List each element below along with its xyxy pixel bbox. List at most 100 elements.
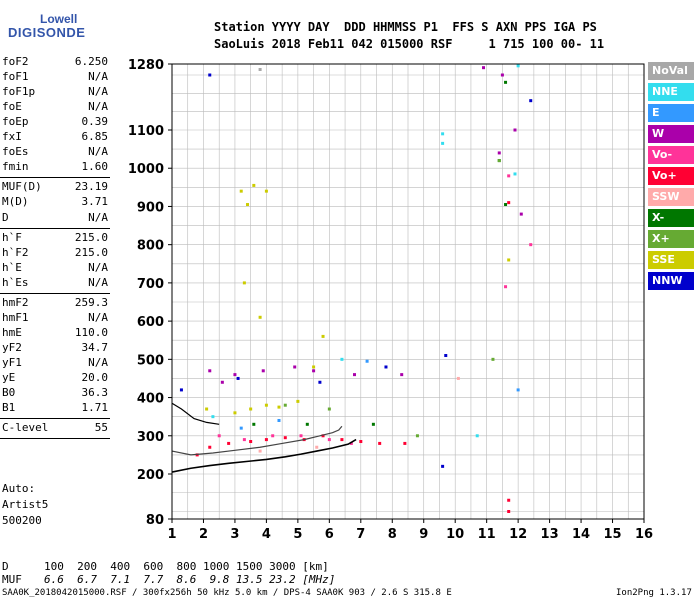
data-point-nnw bbox=[179, 388, 183, 392]
param-name: B0 bbox=[2, 386, 16, 400]
param-value: N/A bbox=[88, 70, 108, 84]
data-point-x- bbox=[504, 80, 508, 84]
param-value: 55 bbox=[94, 421, 108, 435]
x-tick-label: 13 bbox=[541, 527, 559, 542]
data-point-w bbox=[519, 212, 523, 216]
data-point-sse bbox=[233, 411, 237, 415]
param-separator bbox=[0, 438, 110, 440]
param-name: fxI bbox=[2, 130, 22, 144]
param-name: h`F bbox=[2, 230, 22, 244]
legend-item-noval: NoVal bbox=[648, 62, 694, 80]
param-name: foEp bbox=[2, 115, 29, 129]
param-name: D bbox=[2, 210, 9, 224]
electron-density-profile bbox=[171, 425, 343, 456]
param-value: 110.0 bbox=[74, 325, 108, 339]
data-point-vo- bbox=[504, 285, 508, 289]
param-separator bbox=[0, 227, 110, 229]
data-point-nne bbox=[441, 141, 445, 145]
data-point-w bbox=[261, 369, 265, 373]
data-point-nnw bbox=[208, 73, 212, 77]
data-point-w bbox=[233, 373, 237, 377]
y-tick-label: 400 bbox=[137, 392, 164, 407]
data-point-ssw bbox=[258, 449, 262, 453]
x-tick-label: 6 bbox=[325, 527, 334, 542]
x-tick-label: 11 bbox=[478, 527, 496, 542]
data-point-x- bbox=[327, 407, 331, 411]
param-row-d: D N/A bbox=[2, 211, 108, 226]
param-row-h-f2: h`F2 215.0 bbox=[2, 246, 108, 261]
data-point-vo- bbox=[227, 441, 231, 445]
y-tick-label: 800 bbox=[137, 239, 164, 254]
param-row-fmin: fmin 1.60 bbox=[2, 160, 108, 175]
data-point-sse bbox=[242, 281, 246, 285]
param-row-fof1p: foF1p N/A bbox=[2, 85, 108, 100]
param-name: B1 bbox=[2, 401, 16, 415]
data-point-nne bbox=[441, 132, 445, 136]
data-point-nne bbox=[475, 434, 479, 438]
y-tick-label: 700 bbox=[137, 277, 164, 292]
data-point-vo- bbox=[271, 434, 275, 438]
param-row-hmf1: hmF1 N/A bbox=[2, 311, 108, 326]
param-value: 215.0 bbox=[74, 230, 108, 244]
param-row-hmf2: hmF2 259.3 bbox=[2, 296, 108, 311]
data-point-vo- bbox=[507, 201, 511, 205]
param-value: N/A bbox=[88, 85, 108, 99]
param-row-ye: yE 20.0 bbox=[2, 371, 108, 386]
x-tick-label: 9 bbox=[419, 527, 428, 542]
legend-item-e: E bbox=[648, 104, 694, 122]
data-point-w bbox=[400, 373, 404, 377]
data-point-x- bbox=[497, 159, 501, 163]
data-point-vo- bbox=[403, 441, 407, 445]
param-value: 215.0 bbox=[74, 245, 108, 259]
param-value: 36.3 bbox=[81, 386, 109, 400]
param-row-yf1: yF1 N/A bbox=[2, 356, 108, 371]
data-point-e bbox=[516, 388, 520, 392]
param-row-hme: hmE 110.0 bbox=[2, 326, 108, 341]
x-tick-label: 15 bbox=[603, 527, 621, 542]
param-name: foF2 bbox=[2, 55, 29, 68]
data-point-nnw bbox=[529, 99, 533, 103]
data-point-vo- bbox=[264, 438, 268, 442]
param-value: 3.71 bbox=[81, 195, 109, 209]
footer-d-label: D bbox=[2, 560, 9, 573]
data-point-nnw bbox=[318, 380, 322, 384]
artist-label: Artist5 bbox=[2, 498, 49, 511]
x-tick-label: 16 bbox=[635, 527, 653, 542]
x-tick-label: 14 bbox=[572, 527, 590, 542]
data-point-vo- bbox=[321, 434, 325, 438]
param-name: M(D) bbox=[2, 195, 29, 209]
data-point-x- bbox=[504, 203, 508, 207]
y-tick-label: 200 bbox=[137, 468, 164, 483]
data-point-sse bbox=[205, 407, 209, 411]
logo-digisonde: DIGISONDE bbox=[8, 25, 86, 40]
param-row-foep: foEp 0.39 bbox=[2, 115, 108, 130]
param-value: N/A bbox=[88, 100, 108, 114]
data-point-sse bbox=[264, 189, 268, 193]
data-point-w bbox=[220, 380, 224, 384]
data-point-w bbox=[353, 373, 357, 377]
data-point-w bbox=[293, 365, 297, 369]
param-name: h`E bbox=[2, 260, 22, 274]
data-point-x- bbox=[371, 422, 375, 426]
param-value: 23.19 bbox=[74, 180, 108, 194]
header-values: SaoLuis 2018 Feb11 042 015000 RSF 1 715 … bbox=[214, 37, 605, 51]
data-point-w bbox=[500, 73, 504, 77]
data-point-vo- bbox=[283, 436, 287, 440]
x-tick-label: 3 bbox=[230, 527, 239, 542]
data-point-vo- bbox=[507, 510, 511, 513]
y-tick-label: 80 bbox=[146, 513, 164, 528]
param-name: h`F2 bbox=[2, 245, 29, 259]
data-point-w bbox=[482, 66, 486, 70]
param-name: hmE bbox=[2, 325, 22, 339]
x-tick-label: 7 bbox=[356, 527, 365, 542]
x-tick-label: 5 bbox=[293, 527, 302, 542]
param-separator bbox=[0, 418, 110, 420]
param-row-foes: foEs N/A bbox=[2, 145, 108, 160]
param-separator bbox=[0, 177, 110, 179]
footer-version: Ion2Png 1.3.17 bbox=[616, 588, 692, 598]
y-tick-label: 500 bbox=[137, 353, 164, 368]
footer-d-values: 100 200 400 600 800 1000 1500 3000 [km] bbox=[44, 560, 329, 573]
lower-curve bbox=[171, 402, 220, 425]
param-value: 1.60 bbox=[81, 160, 109, 174]
y-tick-label: 300 bbox=[137, 430, 164, 445]
